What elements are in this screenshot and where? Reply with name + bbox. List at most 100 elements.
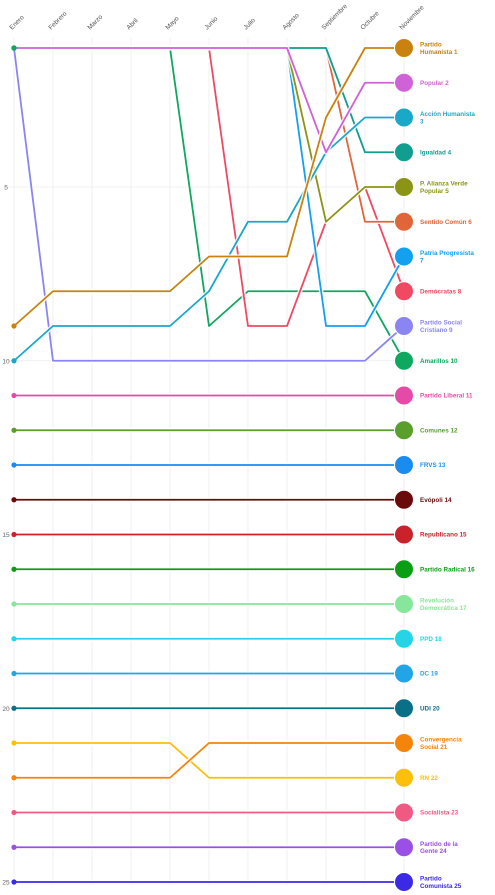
series-label: Socialista 23 [420, 810, 459, 817]
end-marker [394, 733, 414, 753]
series-line [13, 116, 404, 362]
series-lines [11, 45, 407, 885]
series-label-line: Demócratas 8 [420, 288, 462, 295]
series-label-line: Republicano 15 [420, 532, 467, 539]
series-label: Partido Liberal 11 [420, 393, 473, 400]
month-label: Enero [8, 14, 25, 31]
end-marker [394, 872, 414, 892]
series-label: Patria Progresista 7 [420, 250, 474, 264]
month-labels: Enero Febrero Marzo Abril Mayo Junio Julio Agos… [8, 3, 425, 32]
series-label-line: P. Alianza Verde [420, 181, 468, 188]
y-tick-label: 20 [2, 706, 10, 713]
end-marker [394, 107, 414, 128]
series-label-line: Socialista 23 [420, 810, 459, 817]
month-label: Julio [242, 17, 257, 32]
end-marker [394, 594, 414, 614]
series-label-line: Popular 5 [420, 188, 449, 195]
month-label: Abril [125, 17, 140, 32]
series-label-line: Igualdad 4 [420, 149, 452, 156]
series-label-line: Comunes 12 [420, 427, 458, 434]
series-label-line: DC 19 [420, 671, 438, 678]
series-label: Partido Humanista 1 [420, 42, 458, 56]
end-marker [394, 802, 414, 823]
series-label: Partido Comunista 25 [420, 876, 462, 890]
start-marker [11, 358, 17, 364]
end-marker [394, 767, 414, 788]
series-label: Acción Humanista 3 [420, 111, 475, 125]
series-label: Partido Radical 16 [420, 566, 475, 573]
start-marker [11, 844, 17, 850]
end-marker [394, 246, 414, 267]
series-label-line: Evópoli 14 [420, 497, 452, 504]
series-label-line: RN 22 [420, 775, 438, 782]
end-marker [394, 559, 414, 580]
start-marker [11, 775, 17, 781]
series-label: Igualdad 4 [420, 149, 452, 156]
y-tick-label: 15 [2, 532, 10, 539]
end-marker [394, 72, 414, 93]
end-markers [394, 38, 414, 892]
series-label: Partido Social Cristiano 9 [420, 320, 462, 334]
month-label: Mayo [164, 15, 180, 31]
series-label: Revolución Democrática 17 [420, 598, 467, 612]
series-label: Comunes 12 [420, 427, 458, 434]
series-label-line: Partido Radical 16 [420, 566, 475, 573]
series-label: PPD 18 [420, 636, 442, 643]
series-label: Evópoli 14 [420, 497, 452, 504]
start-marker [11, 705, 17, 711]
series-label-line: UDI 20 [420, 705, 440, 712]
series-label: UDI 20 [420, 705, 440, 712]
y-tick-label: 5 [4, 185, 8, 192]
series-label: P. Alianza Verde Popular 5 [420, 181, 468, 195]
end-marker [394, 177, 414, 197]
series-label: Sentido Común 6 [420, 219, 472, 226]
end-marker [394, 489, 414, 510]
end-marker [394, 455, 414, 475]
y-tick-labels: 5 10 15 20 25 [2, 185, 10, 887]
month-label: Septiembre [320, 3, 349, 32]
series-label: DC 19 [420, 671, 438, 678]
series-line [14, 742, 404, 779]
series-label-line: Partido Social [420, 320, 462, 327]
start-marker [11, 601, 17, 607]
start-marker [11, 879, 17, 885]
series-label: FRVS 13 [420, 462, 446, 469]
end-marker [394, 628, 414, 649]
start-marker [11, 392, 17, 399]
start-markers [11, 45, 17, 885]
end-marker [394, 316, 414, 336]
series-label-line: Convergencia [420, 737, 462, 744]
month-label: Marzo [86, 13, 104, 31]
series-label-line: Social 21 [420, 744, 448, 751]
month-label: Agosto [281, 12, 301, 32]
series-label-line: 3 [420, 118, 424, 125]
series-label-line: Partido [420, 42, 442, 49]
month-label: Noviembre [398, 4, 425, 31]
series-label-line: Revolución [420, 598, 454, 605]
series-label-line: Humanista 1 [420, 49, 458, 56]
series-line [14, 47, 404, 154]
series-line [14, 742, 404, 779]
end-marker [394, 524, 414, 545]
end-marker [394, 281, 414, 302]
series-line [13, 47, 405, 362]
series-label-line: Partido [420, 876, 442, 883]
start-marker [11, 323, 17, 329]
series-label-line: Partido Liberal 11 [420, 393, 473, 400]
series-label-line: Cristiano 9 [420, 327, 453, 334]
series-label: Amarillos 10 [420, 358, 458, 365]
series-label-line: Partido de la [420, 841, 458, 848]
series-label-line: Democrática 17 [420, 605, 467, 612]
series-label: Republicano 15 [420, 532, 467, 539]
series-label-line: PPD 18 [420, 636, 442, 643]
end-marker [394, 142, 414, 163]
series-label-line: Comunista 25 [420, 883, 462, 890]
start-marker [11, 636, 17, 642]
start-marker [11, 427, 17, 433]
start-marker [11, 809, 17, 816]
start-marker [11, 497, 17, 503]
series-label: Popular 2 [420, 80, 449, 87]
series-label-line: Amarillos 10 [420, 358, 458, 365]
